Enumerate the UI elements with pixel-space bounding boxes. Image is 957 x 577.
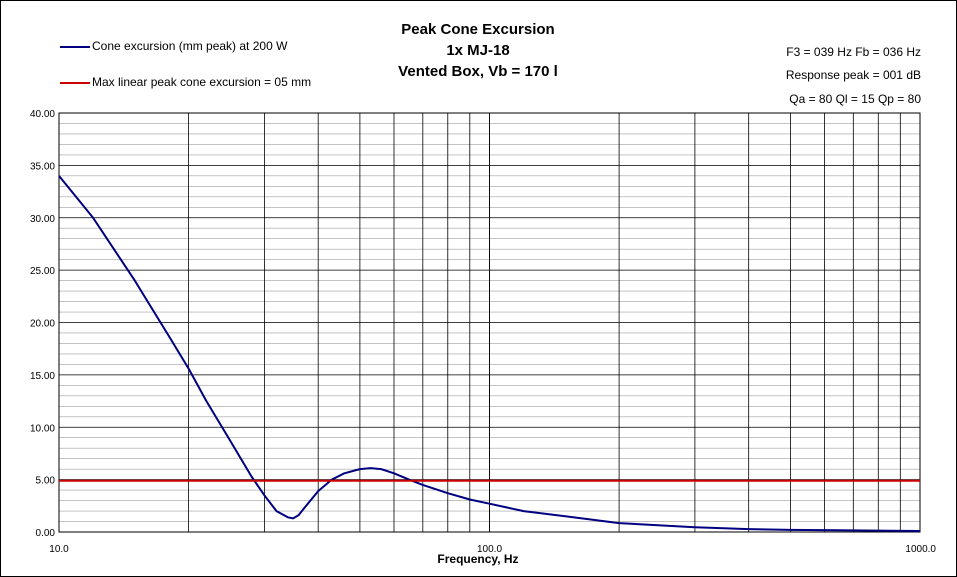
chart-title: Peak Cone Excursion <box>401 21 555 38</box>
legend-swatch-cone-excursion <box>60 45 90 48</box>
y-tick-label: 25.00 <box>30 266 55 277</box>
x-tick-label: 10.0 <box>49 544 69 555</box>
x-axis-label: Frequency, Hz <box>437 552 519 566</box>
series-line-cone-excursion <box>58 175 921 532</box>
chart-subtitle-driver: 1x MJ-18 <box>446 42 510 59</box>
info-f3-fb: F3 = 039 Hz Fb = 036 Hz <box>786 45 921 59</box>
plot-border <box>58 112 921 533</box>
y-tick-label: 30.00 <box>30 214 55 225</box>
y-tick-label: 35.00 <box>30 161 55 172</box>
y-tick-label: 15.00 <box>30 371 55 382</box>
y-tick-label: 20.00 <box>30 319 55 330</box>
chart-subtitle-box: Vented Box, Vb = 170 l <box>398 63 558 80</box>
legend-entry-cone-excursion: Cone excursion (mm peak) at 200 W <box>60 38 287 54</box>
legend-swatch-max-linear <box>60 81 90 84</box>
y-tick-label: 40.00 <box>30 109 55 120</box>
y-tick-label: 10.00 <box>30 423 55 434</box>
info-q-values: Qa = 80 Ql = 15 Qp = 80 <box>789 92 921 106</box>
legend-label-cone-excursion: Cone excursion (mm peak) at 200 W <box>92 39 288 53</box>
x-tick-label: 1000.0 <box>905 544 936 555</box>
legend-label-max-linear: Max linear peak cone excursion = 05 mm <box>92 75 312 89</box>
info-response-peak: Response peak = 001 dB <box>785 68 921 82</box>
y-tick-label: 5.00 <box>36 476 56 487</box>
x-tick-label: 100.0 <box>477 544 502 555</box>
legend-entry-max-linear: Max linear peak cone excursion = 05 mm <box>60 74 311 90</box>
y-tick-label: 0.00 <box>36 528 56 539</box>
